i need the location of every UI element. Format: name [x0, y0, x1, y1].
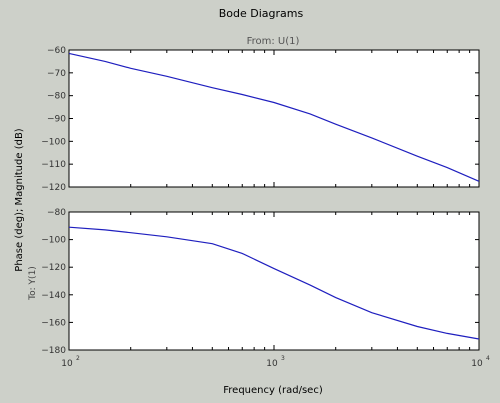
y-axis-label: Phase (deg); Magnitude (dB) — [14, 128, 25, 272]
xtick-label-base: 10 — [266, 359, 278, 369]
x-axis-label: Frequency (rad/sec) — [223, 385, 323, 396]
xtick-label-exponent: 4 — [486, 355, 490, 362]
magnitude-ytick-label: −60 — [47, 46, 66, 56]
magnitude-ytick-label: −100 — [41, 137, 66, 147]
from-label: From: U(1) — [247, 36, 300, 47]
magnitude-plot-area — [68, 49, 480, 188]
xtick-label-base: 10 — [471, 359, 483, 369]
magnitude-y-ticks: −60 −70 −80 −90 −100 −110 −120 — [41, 46, 480, 193]
phase-plot-area — [68, 211, 480, 351]
xtick-label-exponent: 2 — [76, 355, 80, 362]
phase-ytick-label: −180 — [41, 346, 66, 356]
phase-ytick-label: −140 — [41, 291, 66, 301]
phase-ytick-label: −160 — [41, 318, 66, 328]
phase-ytick-label: −80 — [47, 208, 66, 218]
magnitude-curve — [68, 52, 480, 182]
xtick-label-base: 10 — [61, 359, 73, 369]
magnitude-ytick-label: −120 — [41, 183, 66, 193]
xtick-label-exponent: 3 — [281, 355, 285, 362]
figure-title: Bode Diagrams — [219, 7, 304, 20]
phase-ytick-label: −120 — [41, 263, 66, 273]
phase-y-ticks: −80 −100 −120 −140 −160 −180 — [41, 208, 480, 356]
magnitude-ytick-label: −90 — [47, 115, 66, 125]
magnitude-ytick-label: −70 — [47, 69, 66, 79]
magnitude-ytick-label: −110 — [41, 160, 66, 170]
phase-ytick-label: −100 — [41, 236, 66, 246]
to-label: To: Y(1) — [28, 266, 38, 301]
magnitude-ytick-label: −80 — [47, 92, 66, 102]
magnitude-panel: −60 −70 −80 −90 −100 −110 −120 — [41, 46, 480, 193]
phase-curve — [68, 226, 480, 340]
